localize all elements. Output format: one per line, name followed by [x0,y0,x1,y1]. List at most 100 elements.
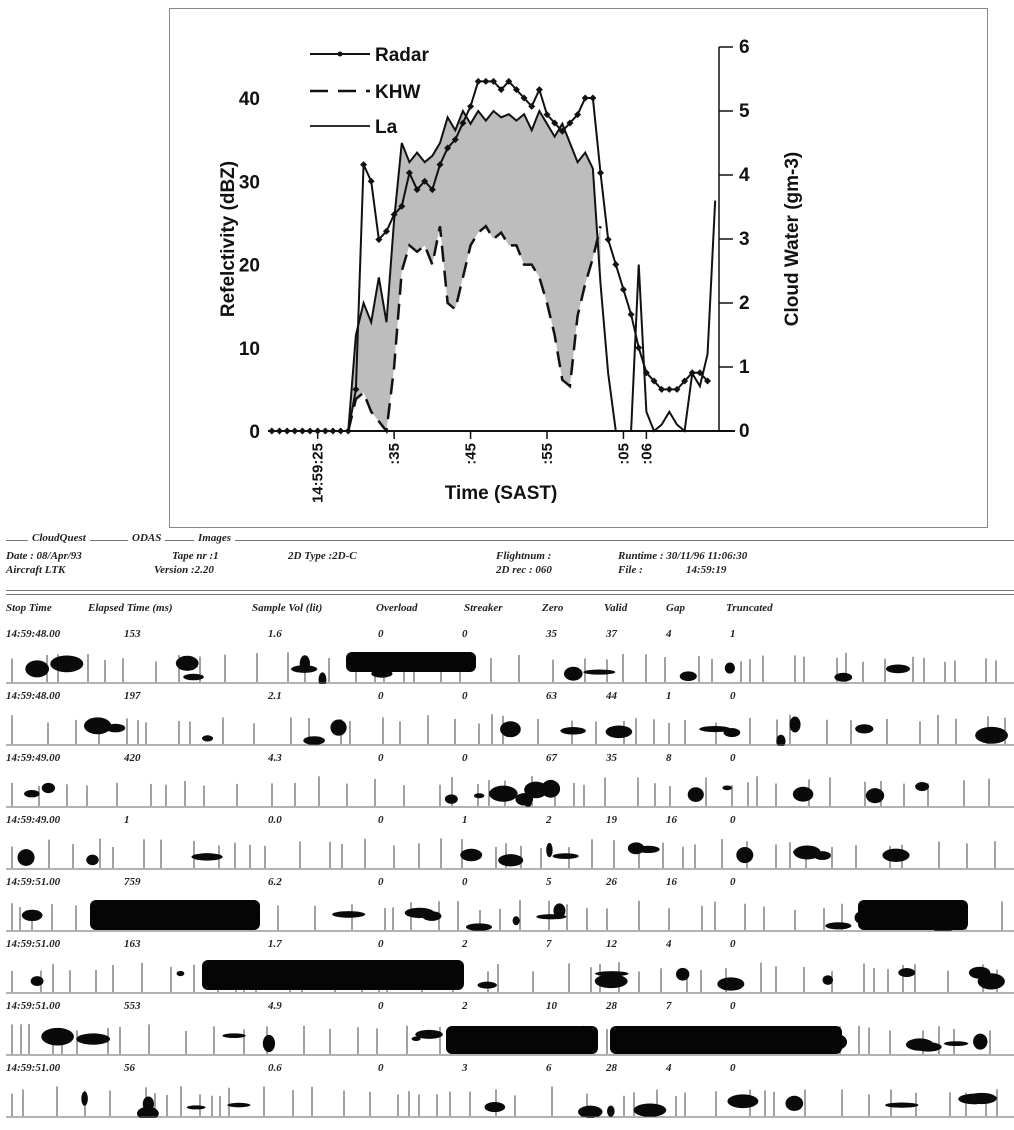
chart-axes [268,47,735,432]
odas-overload-value: 0 [378,690,384,702]
odas-column-header: Zero [542,602,564,614]
odas-file-time: 14:59:19 [686,564,727,576]
khw-la-shaded-band [348,111,601,431]
y2-tick-label-4: 4 [739,165,750,186]
radar-point [398,202,406,210]
radar-point [558,127,566,135]
odas-overload-value: 0 [378,814,384,826]
particle-image-strip [6,772,1014,808]
odas-streaker-value: 0 [462,690,468,702]
y2-tick-label-3: 3 [739,229,750,250]
y-tick-label-0: 0 [249,422,260,443]
x-tick-label-3: :55 [539,443,556,465]
particle-image-strip [6,834,1014,870]
legend-radar-marker [337,51,343,57]
radar-point [283,427,291,435]
odas-overload-value: 0 [378,752,384,764]
odas-valid-value: 37 [606,628,617,640]
odas-zero-value: 2 [546,814,552,826]
odas-streaker-value: 0 [462,628,468,640]
particle-image-strip [6,648,1014,684]
odas-stop-value: 14:59:48.00 [6,690,61,702]
reflectivity-cloudwater-chart: 010203040012345614:59:25:35:45:55:05:06 … [218,37,803,504]
radar-point [490,77,497,85]
tick-labels: 0 10 20 30 40 0 1 2 3 4 5 6 14:59:25:35:45:55:05:06 [239,37,750,503]
x-tick-label-1: :35 [386,443,403,465]
odas-streaker-value: 3 [462,1062,468,1074]
odas-runtime: Runtime : 30/11/96 11:06:30 [618,550,748,562]
radar-point [581,94,589,102]
odas-valid-value: 28 [606,1000,617,1012]
radar-point [314,427,322,435]
radar-point [604,236,612,244]
odas-vol-value: 6.2 [268,876,282,888]
odas-trunc-value: 0 [730,876,736,888]
radar-point [635,344,643,352]
odas-gap-value: 4 [666,938,672,950]
odas-tape: Tape nr :1 [172,550,219,562]
odas-column-header: Stop Time [6,602,52,614]
odas-row: 14:59:51.00 56 0.6 0 3 6 28 4 0 [6,1062,1014,1130]
odas-trunc-value: 0 [730,1000,736,1012]
y-axis-label: Refelctivity (dBZ) [218,161,239,317]
radar-point [612,261,620,268]
odas-stop-value: 14:59:49.00 [6,752,61,764]
odas-aircraft: Aircraft LTK [6,564,66,576]
radar-point [467,102,475,110]
odas-valid-value: 35 [606,752,617,764]
odas-title-3: Images [194,532,235,544]
y-tick-label-4: 40 [239,89,260,110]
particle-image-strip [6,958,1014,994]
radar-point [321,427,329,435]
radar-point [597,169,605,177]
odas-header-rule [6,590,1014,591]
y2-tick-label-6: 6 [739,37,750,58]
odas-column-header: Sample Vol (lit) [252,602,323,614]
odas-streaker-value: 0 [462,876,468,888]
x-tick-label-5: :06 [638,443,655,465]
radar-point [627,310,635,318]
x-axis-label: Time (SAST) [445,483,558,504]
chart-panel: 0 10 20 30 40 0 1 2 3 4 5 6 14:59:25:35:45:55:05:06 … [169,8,988,528]
y-tick-label-2: 20 [239,256,260,277]
odas-valid-value: 12 [606,938,617,950]
odas-elapsed-value: 56 [124,1062,135,1074]
odas-flightnum: Flightnum : [496,550,552,562]
y2-tick-label-2: 2 [739,293,750,314]
legend-radar-label: Radar [375,45,429,66]
odas-trunc-value: 0 [730,752,736,764]
odas-row: 14:59:48.00 153 1.6 0 0 35 37 4 1 [6,628,1014,696]
odas-zero-value: 63 [546,690,557,702]
series-line-khw [347,224,602,435]
radar-point [436,161,444,169]
odas-row: 14:59:51.00 163 1.7 0 2 7 12 4 0 [6,938,1014,1006]
particle-image-strip [6,896,1014,932]
odas-overload-value: 0 [378,876,384,888]
x-tick-label-0: 14:59:25 [310,443,327,503]
odas-elapsed-value: 1 [124,814,130,826]
odas-row: 14:59:51.00 759 6.2 0 0 5 26 16 0 [6,876,1014,944]
odas-version: Version :2.20 [154,564,214,576]
odas-column-header: Valid [604,602,628,614]
radar-point [413,186,421,194]
odas-elapsed-value: 553 [124,1000,141,1012]
odas-gap-value: 8 [666,752,672,764]
odas-row: 14:59:51.00 553 4.9 0 2 10 28 7 0 [6,1000,1014,1068]
odas-column-header: Streaker [464,602,503,614]
radar-point [574,111,582,119]
radar-point [566,119,574,127]
odas-zero-value: 6 [546,1062,552,1074]
odas-stop-value: 14:59:51.00 [6,938,61,950]
odas-elapsed-value: 163 [124,938,141,950]
odas-overload-value: 0 [378,1000,384,1012]
radar-point [551,119,559,127]
odas-image-panel: CloudQuest ODAS Images Date : 08/Apr/93 … [6,532,1014,1124]
series-line-la [340,108,717,433]
odas-stop-value: 14:59:51.00 [6,876,61,888]
odas-overload-value: 0 [378,628,384,640]
radar-point [375,236,383,244]
y-tick-label-1: 10 [239,339,260,360]
particle-image-strip [6,1020,1014,1056]
odas-gap-value: 4 [666,1062,672,1074]
odas-column-header: Truncated [726,602,773,614]
